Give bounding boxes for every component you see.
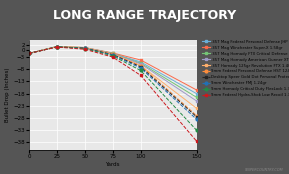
X-axis label: Yards: Yards <box>105 162 120 167</box>
Legend: .357 Mag Federal Personal Defense JHP 1.25gr, .357 Mag Winchester Super-X 1.58gr: .357 Mag Federal Personal Defense JHP 1.… <box>202 40 289 97</box>
Text: LONG RANGE TRAJECTORY: LONG RANGE TRAJECTORY <box>53 9 236 22</box>
Y-axis label: Bullet Drop (Inches): Bullet Drop (Inches) <box>5 68 10 122</box>
Text: SNIPERCOUNTRY.COM: SNIPERCOUNTRY.COM <box>244 168 283 172</box>
